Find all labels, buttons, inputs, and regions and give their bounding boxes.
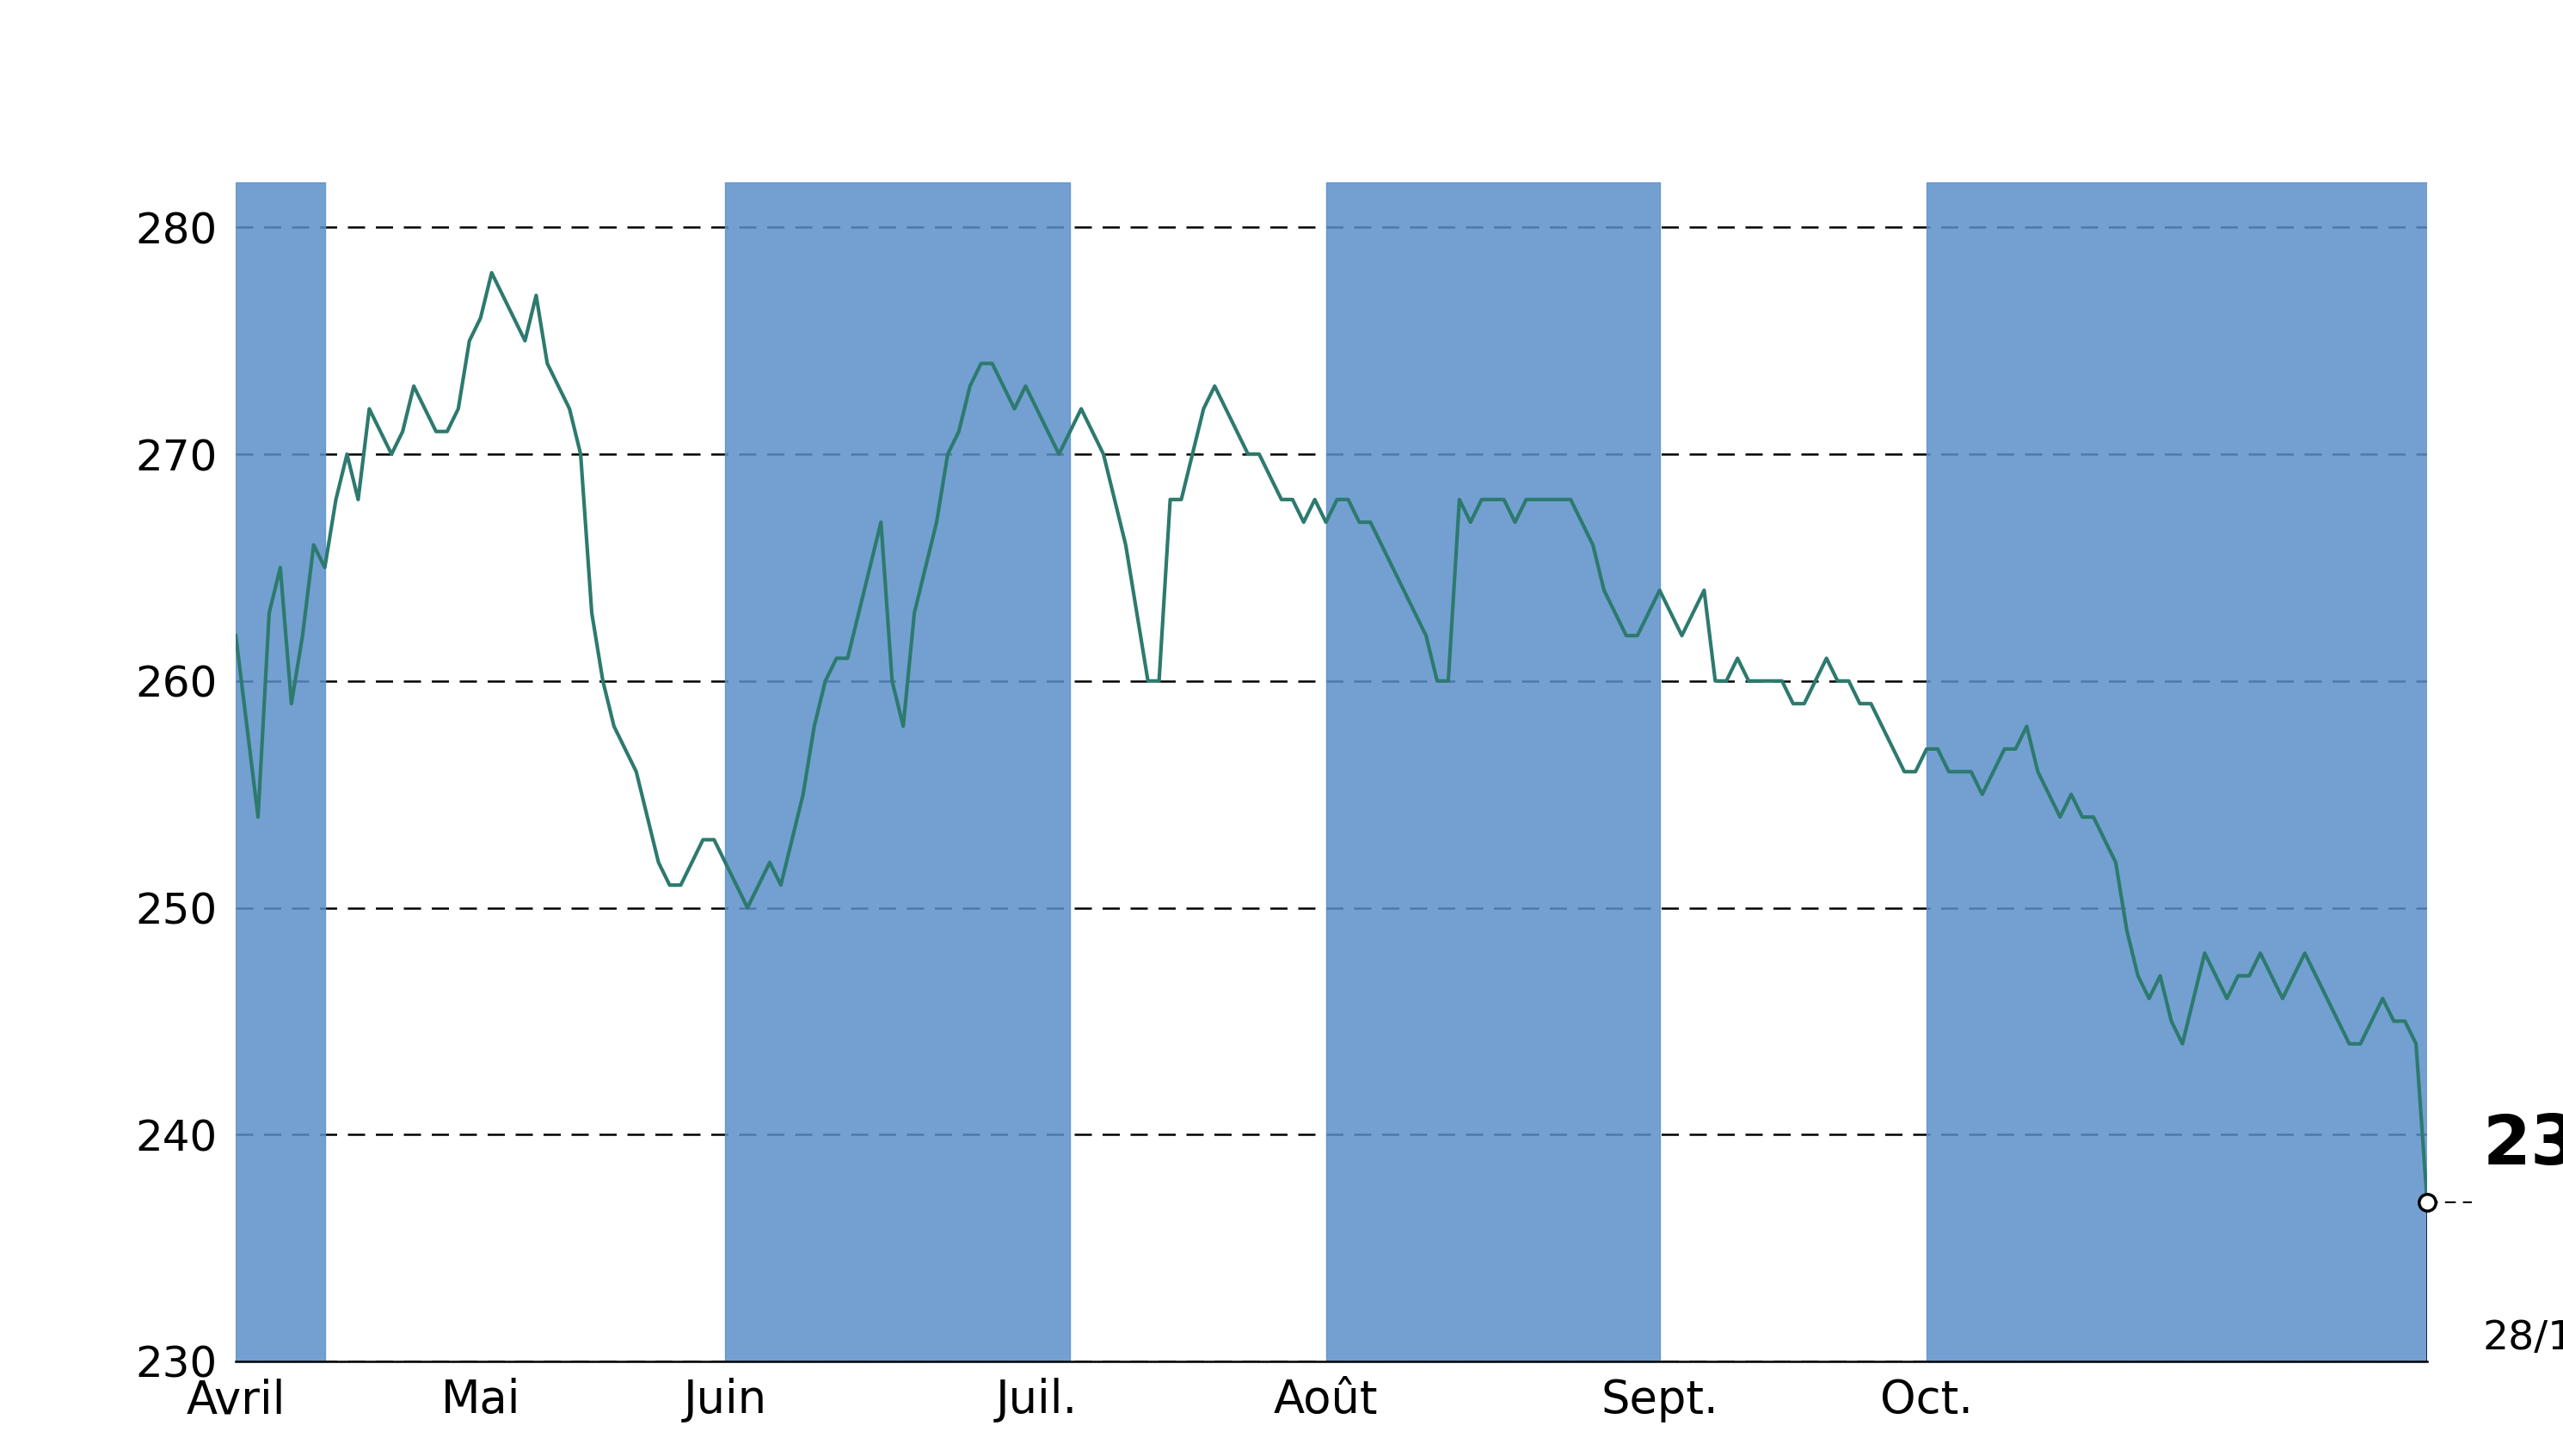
Bar — [1927, 182, 2437, 1361]
Text: 237: 237 — [2484, 1112, 2563, 1179]
Text: 28/10: 28/10 — [2484, 1319, 2563, 1358]
Bar — [1325, 182, 1661, 1361]
Text: CIE BOIS SAUVAGE: CIE BOIS SAUVAGE — [625, 20, 1938, 143]
Bar — [725, 182, 1071, 1361]
Bar — [236, 182, 326, 1361]
